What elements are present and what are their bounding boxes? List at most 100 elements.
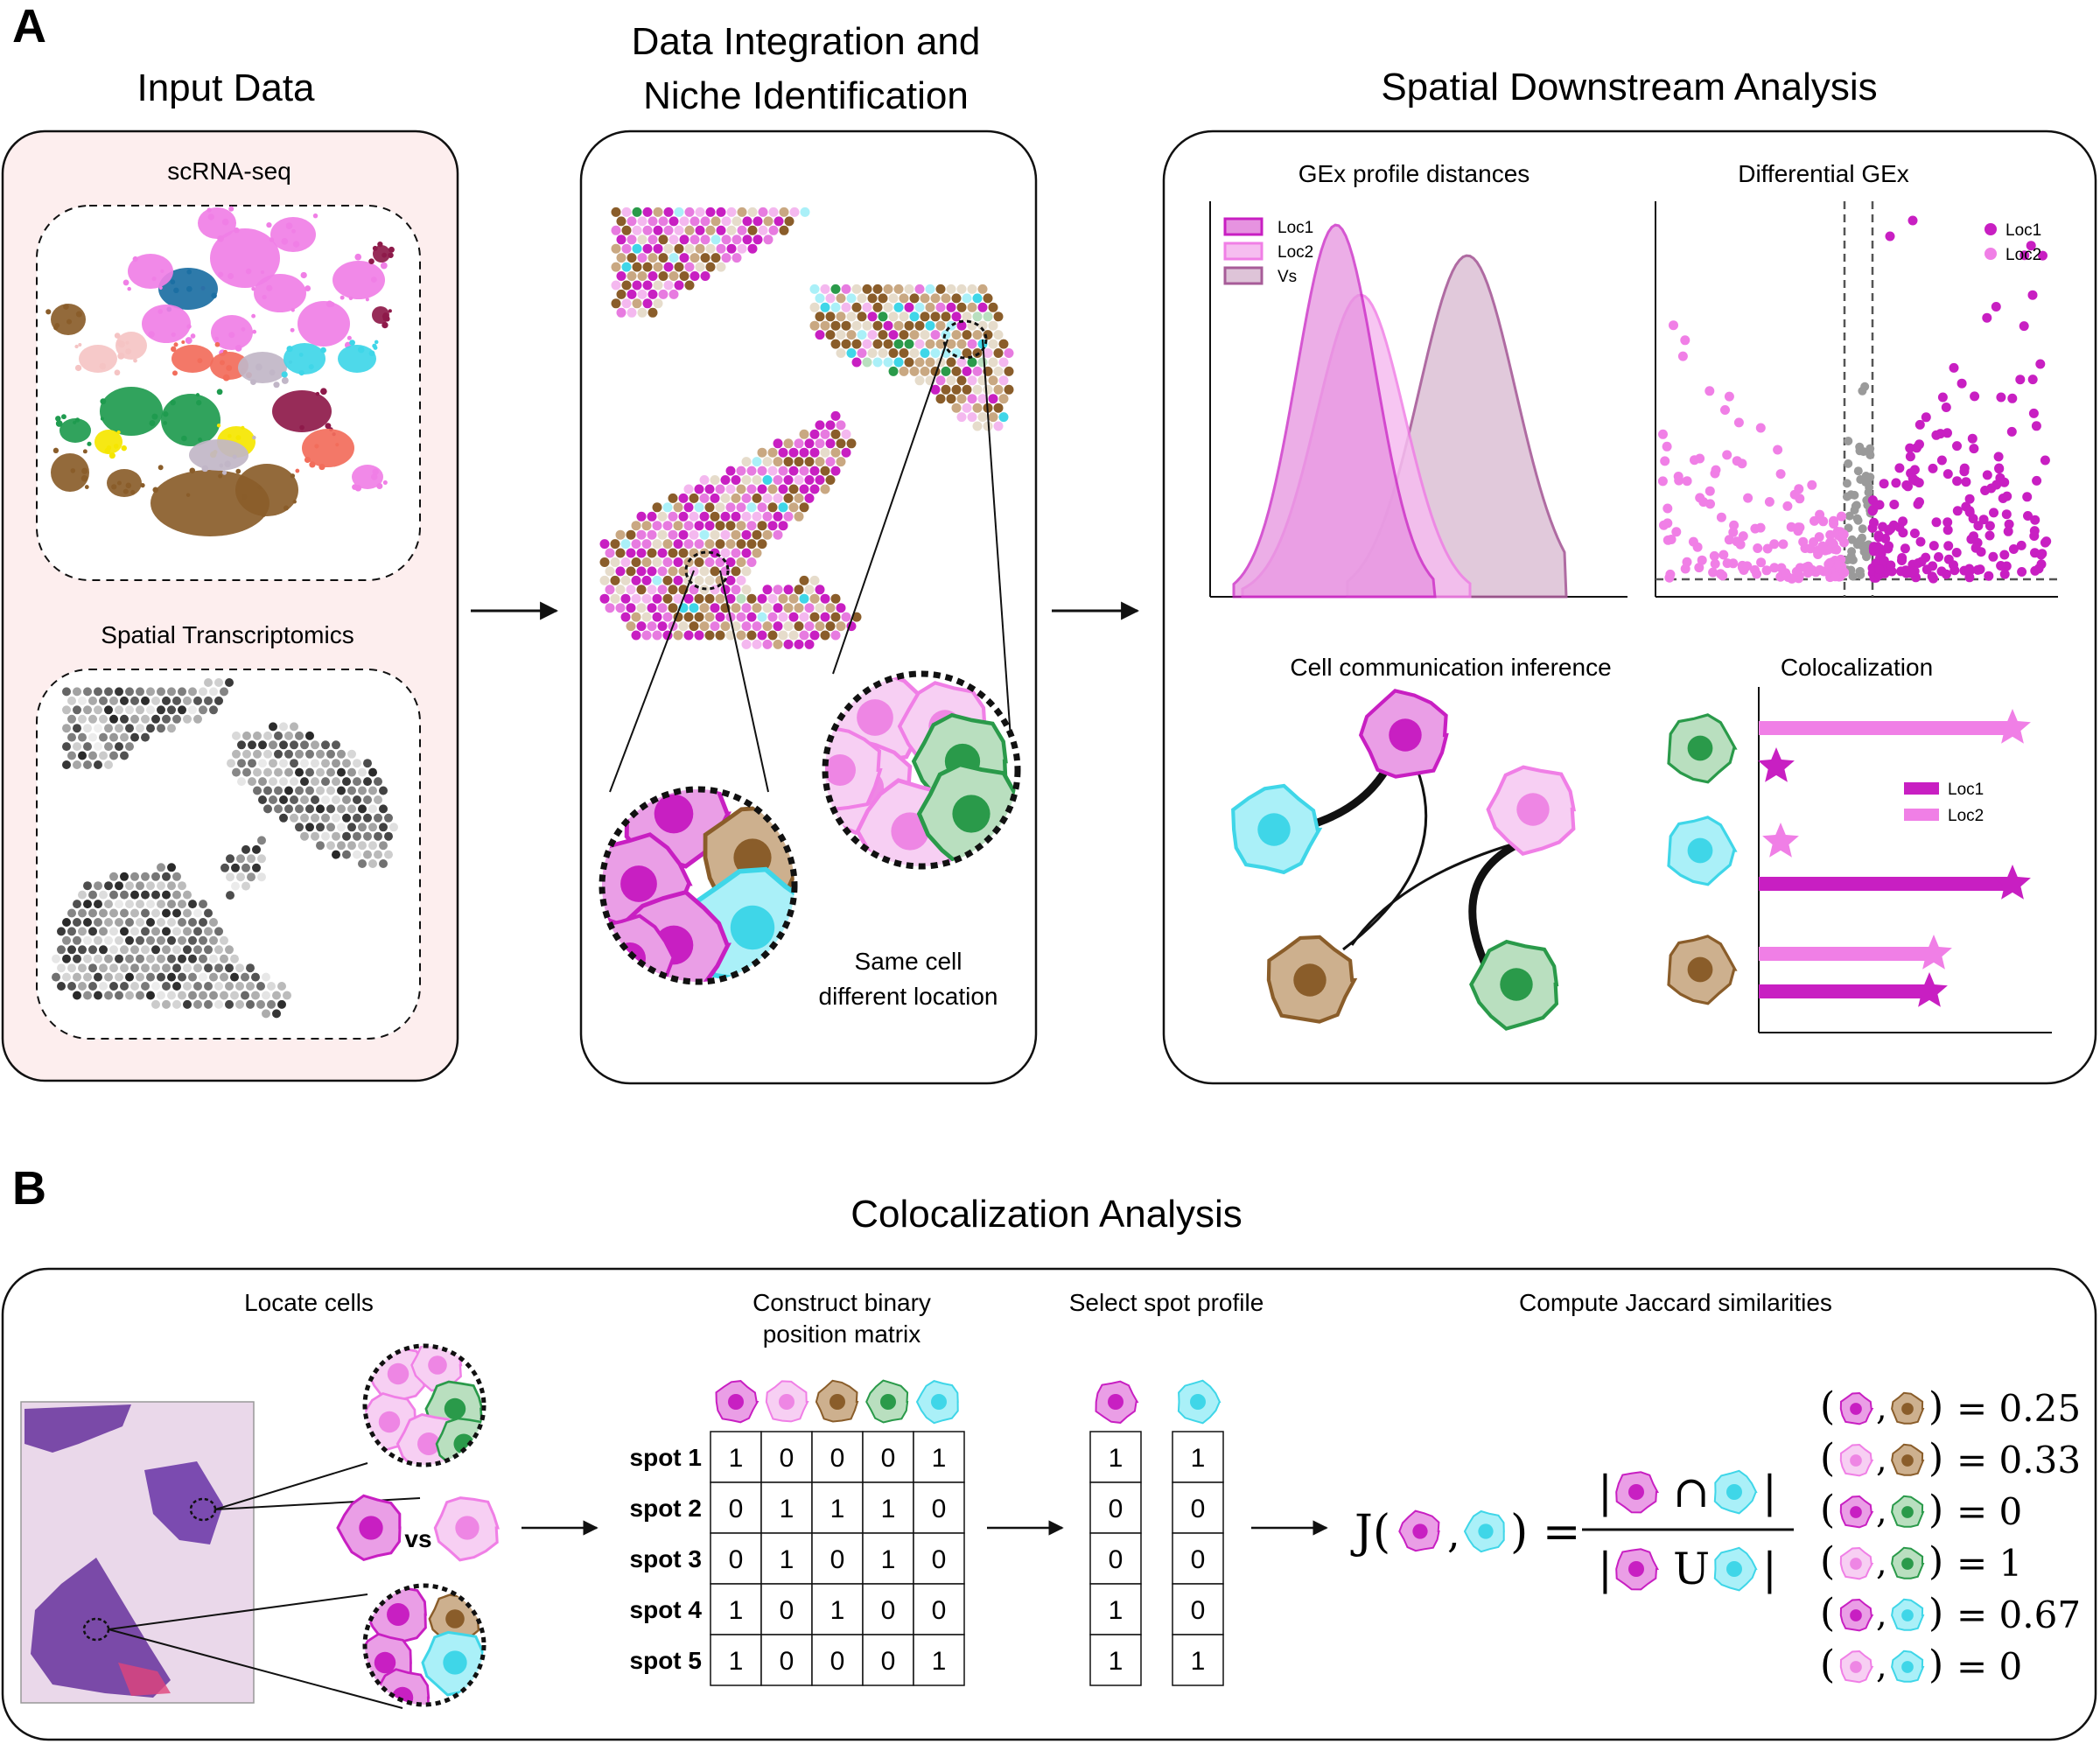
result-value: = 0.67 [1956,1593,2081,1636]
gray-spot [188,972,197,982]
colored-spot [1004,384,1014,395]
volcano-point-loc2 [1680,564,1690,574]
colored-spot [862,357,872,368]
colored-spot [977,320,988,331]
cell-nucleus [1901,1506,1914,1518]
gray-spot [379,823,388,832]
volcano-point-loc2 [1732,456,1742,466]
colored-spot [684,280,695,291]
gray-spot [99,696,108,705]
colored-spot [773,511,783,522]
colored-spot [616,216,626,227]
colored-spot [736,575,746,585]
colored-spot [615,529,626,540]
gray-spot [253,749,262,759]
colored-spot [941,312,951,322]
colored-spot [773,493,783,503]
gray-spot [363,813,372,823]
colored-spot [883,302,893,312]
colored-spot [830,447,841,458]
colored-spot [736,484,746,494]
volcano-point-loc1 [1886,523,1896,534]
colored-spot [825,621,836,632]
colored-spot [705,262,716,272]
pink-cell-icon [433,1496,500,1562]
gray-spot [232,731,241,740]
colored-spot [993,403,1004,413]
colored-spot [993,366,1004,376]
volcano-point-loc2 [1722,558,1732,569]
colored-spot [815,457,825,467]
cell-nucleus [1257,813,1291,846]
gray-spot [162,908,171,918]
matrix-value: 1 [881,1495,896,1523]
umap-point [100,398,107,405]
colored-spot [731,548,741,558]
colored-spot [794,585,804,595]
colored-spot [616,271,626,281]
colored-spot [993,384,1004,395]
colored-spot [920,293,930,304]
volcano-point-ns [1864,487,1873,497]
colored-spot [983,384,993,395]
abs-bar: | [1598,1467,1613,1517]
volcano-point-loc1 [1889,500,1900,509]
colored-spot [695,262,705,272]
colored-spot [825,457,836,467]
matrix-value: 1 [830,1495,845,1523]
colored-spot [783,639,794,649]
colored-spot [662,502,673,513]
colored-spot [946,339,956,349]
volcano-point-loc2 [1671,527,1682,537]
colored-spot [636,529,647,540]
volcano-point-loc1 [2028,408,2039,418]
gray-spot [305,823,314,832]
gray-spot [188,991,197,1000]
umap-point [186,493,191,497]
volcano-point-loc1 [1956,378,1967,389]
gray-spot [62,687,71,697]
gray-spot [62,742,71,752]
gray-spot [120,751,129,760]
gray-spot [141,982,150,991]
matrix-value: 1 [932,1647,947,1676]
volcano-point-loc1 [2027,290,2038,300]
volcano-point-loc1 [1942,517,1953,528]
volcano-point-loc2 [1755,423,1766,433]
volcano-point-loc2 [1798,536,1809,547]
umap-point [197,358,203,364]
colored-spot [663,262,674,272]
cell-nucleus [654,794,694,834]
colored-spot [762,511,773,522]
colored-spot [815,603,825,613]
volcano-point-ns [1847,547,1857,557]
gray-spot [220,991,228,1000]
umap-point [216,389,223,396]
volcano-point-loc1 [1982,470,1992,480]
colored-spot [636,585,647,595]
gray-spot [332,795,340,804]
colored-spot [883,339,893,349]
volcano-point-loc1 [1915,536,1926,547]
colored-spot [998,375,1009,386]
gray-spot [125,687,134,697]
umap-point [376,482,383,490]
colored-spot [757,593,767,604]
colored-spot [857,293,867,304]
gray-spot [62,972,71,982]
colored-spot [836,438,846,449]
colored-spot [846,330,857,340]
gray-spot [374,813,382,823]
colored-spot [652,502,662,513]
umap-point [206,207,212,213]
gray-spot [183,982,192,991]
gray-spot [136,724,144,733]
gray-spot [52,972,60,982]
umap-point [340,295,345,300]
colored-spot [935,302,946,312]
gray-spot [368,767,377,777]
colored-spot [972,384,983,395]
colored-spot [704,502,715,513]
volcano-point-loc1 [1901,480,1912,490]
gray-spot [115,881,123,891]
